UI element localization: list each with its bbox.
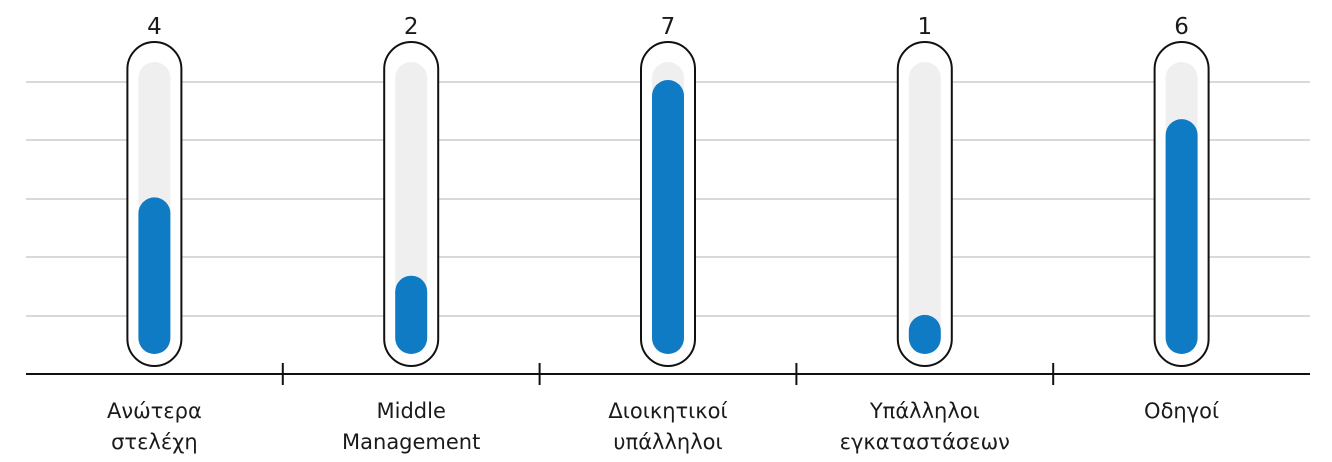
- category-label: στελέχη: [111, 430, 198, 454]
- category-label: Υπάλληλοι: [869, 399, 980, 423]
- category-label: εγκαταστάσεων: [840, 430, 1010, 454]
- value-label: 2: [404, 14, 419, 40]
- bar-5: [1165, 119, 1198, 355]
- value-label: 6: [1174, 14, 1189, 40]
- bar-2: [395, 275, 428, 354]
- category-label: Οδηγοί: [1144, 399, 1219, 423]
- category-label: Management: [342, 430, 480, 454]
- category-label: Middle: [377, 399, 446, 423]
- bar-track: [908, 62, 941, 354]
- bar-3: [652, 80, 684, 354]
- x-axis: [26, 363, 1310, 385]
- value-label: 4: [147, 14, 162, 40]
- bar-4: [908, 314, 941, 354]
- labels: 4 Ανώτερα στελέχη 2 Middle Management 7 Διοικητ…: [107, 14, 1219, 454]
- category-label: υπάλληλοι: [613, 430, 722, 454]
- bar-1: [138, 197, 171, 354]
- value-label: 7: [661, 14, 676, 40]
- category-label: Ανώτερα: [107, 399, 202, 423]
- category-label: Διοικητικοί: [608, 399, 727, 423]
- bars: [126, 41, 1210, 367]
- value-label: 1: [917, 14, 932, 40]
